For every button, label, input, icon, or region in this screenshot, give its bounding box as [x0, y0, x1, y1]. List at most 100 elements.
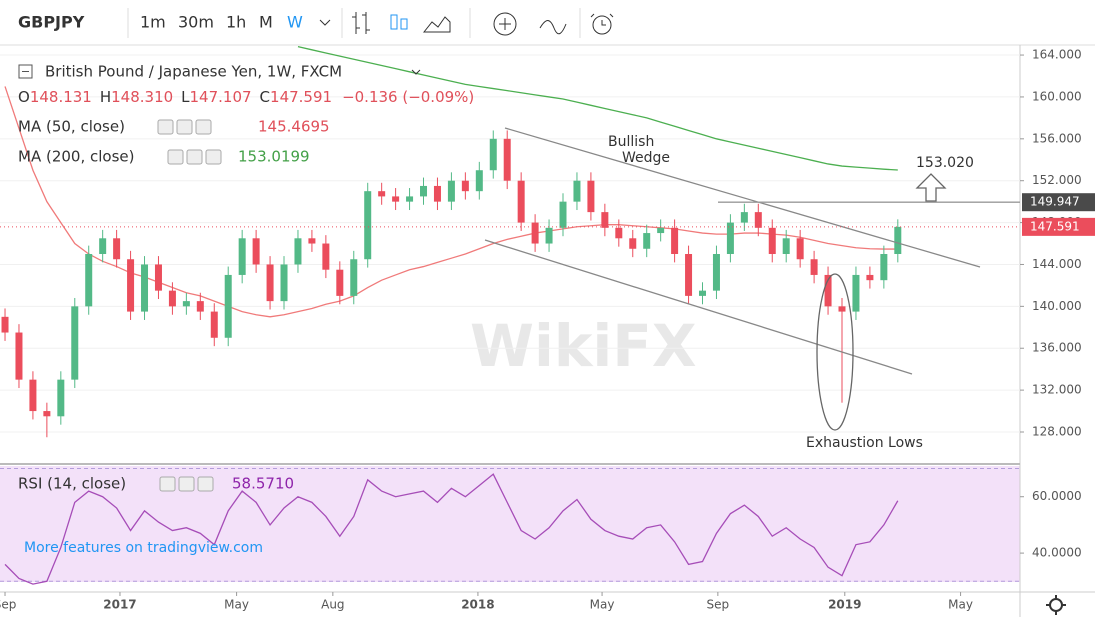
x-tick-label: 2017 [103, 598, 136, 612]
candle-body [113, 238, 121, 260]
candle-body [768, 227, 776, 254]
candle-body [406, 196, 414, 202]
symbol[interactable]: GBPJPY [18, 13, 85, 32]
candle-body [475, 170, 483, 192]
toolbar: GBPJPY 1m 30m 1h M W [0, 0, 1095, 46]
y-tick-label: 136.000 [1032, 341, 1082, 355]
candle-body [392, 196, 400, 202]
candle-body [489, 138, 497, 171]
y-tick-label: 140.000 [1032, 299, 1082, 313]
legend-icon [167, 149, 184, 165]
legend-icon [159, 476, 176, 492]
legend-icon [186, 149, 203, 165]
candle-body [712, 254, 720, 291]
legend-icon [178, 476, 195, 492]
candle-body [350, 259, 358, 296]
interval[interactable]: 1m [140, 13, 166, 32]
candle-body [224, 274, 232, 338]
bars-icon[interactable] [352, 12, 370, 34]
interval[interactable]: 30m [178, 13, 214, 32]
drawings [484, 127, 981, 431]
area-icon[interactable] [422, 16, 451, 33]
ohlc-label: C [260, 88, 270, 106]
candle-body [71, 306, 79, 380]
x-tick-label: Sep [707, 598, 730, 612]
annotation: Bullish [608, 134, 654, 150]
candle-body [210, 311, 218, 338]
annotation: Exhaustion Lows [806, 435, 923, 451]
price-label: 147.591 [1030, 219, 1080, 233]
x-tick-label: May [948, 598, 973, 612]
candle-body [252, 238, 260, 265]
candle-body [196, 301, 204, 312]
y-tick-label: 60.0000 [1032, 489, 1082, 503]
candle-body [378, 191, 386, 197]
candle-body [503, 138, 511, 181]
legend-name: RSI (14, close) [18, 475, 126, 493]
ohlc-value: 147.591 [270, 88, 332, 106]
candle-body [559, 201, 567, 228]
candle-body [545, 227, 553, 244]
line [297, 46, 898, 171]
legend-value: 58.5710 [232, 475, 294, 493]
x-tick-label: May [224, 598, 249, 612]
rsi-background [0, 466, 1020, 582]
candle-body [782, 238, 790, 254]
interval[interactable]: 1h [226, 13, 246, 32]
candle-body [852, 274, 860, 312]
y-tick-label: 156.000 [1032, 131, 1082, 145]
line [4, 473, 899, 585]
y-tick-label: 164.000 [1032, 48, 1082, 62]
candle-body [699, 290, 707, 296]
legend-icon [176, 119, 193, 135]
candle-body [57, 379, 65, 417]
y-tick-label: 132.000 [1032, 383, 1082, 397]
candle-body [238, 238, 246, 275]
x-tick-label: 2019 [828, 598, 861, 612]
chart-title: British Pound / Japanese Yen, 1W, FXCM [45, 63, 342, 81]
candle-body [141, 264, 149, 312]
candle-body [43, 411, 51, 417]
interval-active[interactable]: W [287, 13, 303, 32]
legend-value: 153.0199 [238, 148, 310, 166]
candle-body [880, 254, 888, 281]
candle-body [15, 332, 23, 380]
ohlc: O148.131 H148.310 L147.107 C147.591 −0.136 (… [18, 88, 474, 106]
annotation: 153.020 [916, 155, 974, 171]
settings-icon[interactable] [1049, 598, 1063, 612]
promo-link[interactable]: More features on tradingview.com [24, 540, 263, 556]
candle-body [461, 180, 469, 192]
ohlc-value: 148.131 [30, 88, 92, 106]
candle-body [615, 227, 623, 239]
candles-icon[interactable] [390, 14, 398, 30]
candle-body [294, 238, 302, 265]
candle-body [685, 254, 693, 296]
candle-body [587, 180, 595, 213]
ohlc-value: 147.107 [190, 88, 252, 106]
interval[interactable]: M [259, 13, 273, 32]
candle-body [838, 306, 846, 312]
line [4, 86, 898, 318]
x-tick-label: Aug [321, 598, 344, 612]
ohlc-label: L [181, 88, 190, 106]
candle-body [308, 238, 316, 244]
compare-icon[interactable] [539, 20, 567, 35]
annotation: Wedge [622, 150, 670, 166]
interval-dropdown[interactable] [319, 19, 331, 26]
price-label: 149.947 [1030, 195, 1080, 209]
candle-body [154, 264, 162, 291]
candle-body [740, 212, 748, 223]
legend-icon [157, 119, 174, 135]
alert-icon[interactable] [592, 15, 612, 35]
candle-body [726, 222, 734, 254]
y-tick-label: 152.000 [1032, 173, 1082, 187]
candle-body [810, 259, 818, 275]
ohlc-label: O [18, 88, 30, 106]
candle-body [336, 269, 344, 296]
candle-body [657, 227, 665, 234]
indicators-icon[interactable] [493, 12, 517, 36]
candle-body [127, 259, 135, 312]
candle-body [573, 180, 581, 202]
candle-body [517, 180, 525, 223]
candle-body [671, 227, 679, 254]
